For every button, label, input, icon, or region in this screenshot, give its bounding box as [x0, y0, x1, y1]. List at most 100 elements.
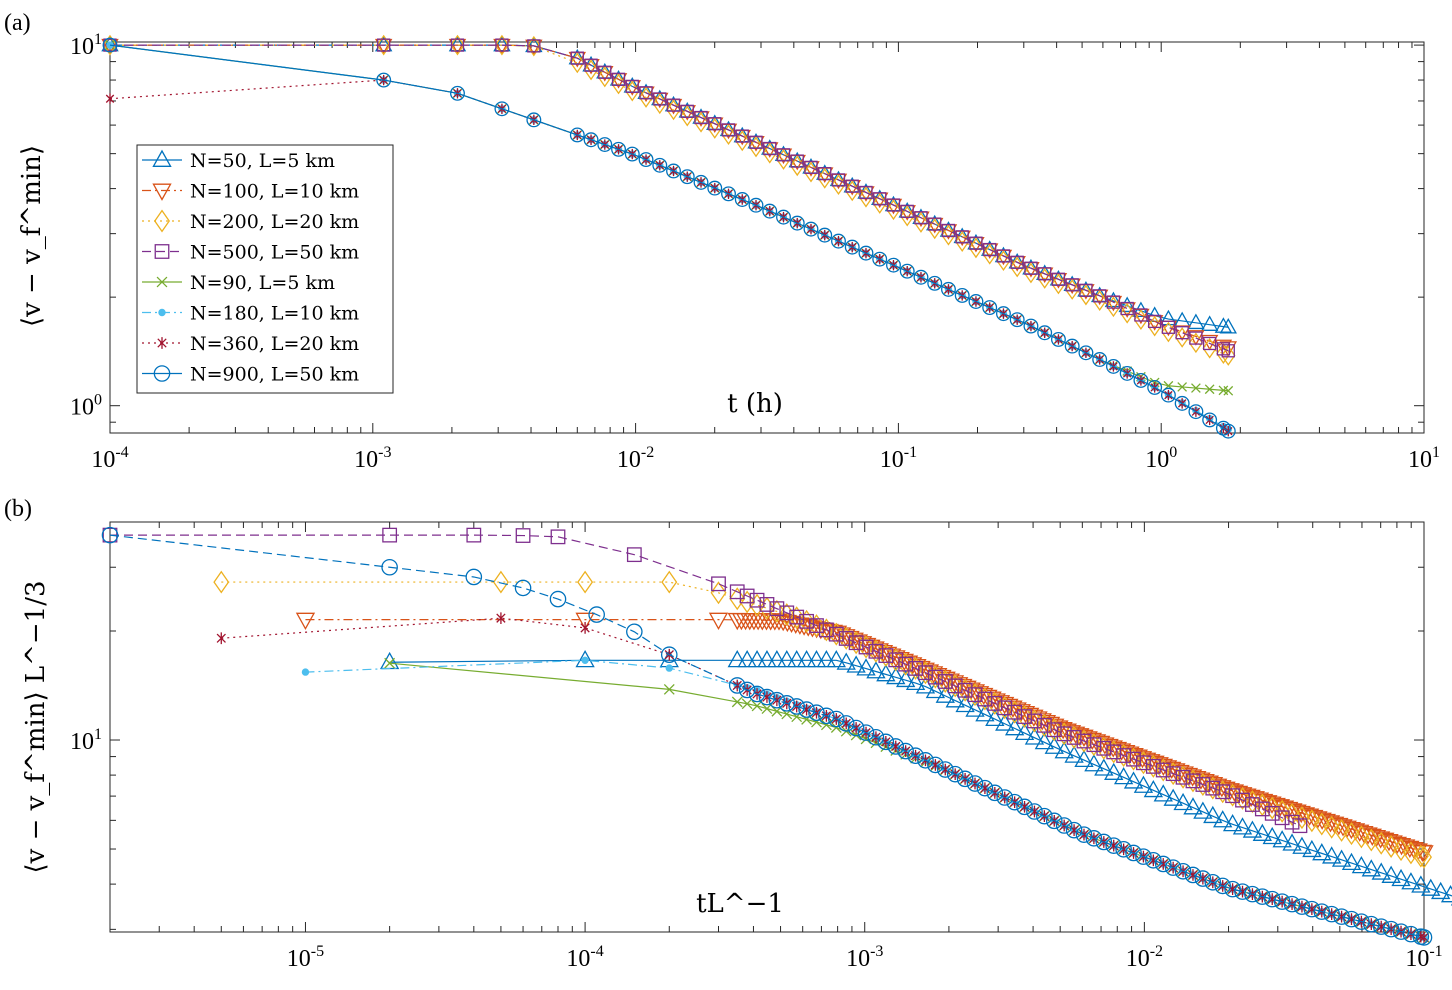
panel-b-3-marker — [1215, 784, 1231, 800]
panel-b-3-marker — [1076, 733, 1092, 749]
panel-a-3-marker — [666, 98, 681, 112]
panel-b-0-marker — [935, 685, 955, 703]
panel-a-7-marker — [748, 197, 764, 213]
panel-b-2-marker — [1393, 838, 1410, 862]
panel-a-7-marker — [982, 300, 998, 316]
panel-a-7-marker — [886, 257, 901, 273]
panel-b-2-marker — [768, 599, 785, 623]
panel-a-3-marker — [831, 173, 846, 187]
panel-a-x-tick-label: 10-2 — [617, 444, 654, 473]
panel-a-3-marker — [1051, 272, 1066, 286]
panel-b-2-marker — [1036, 713, 1053, 737]
panel-b-2-marker — [1353, 825, 1370, 849]
legend-label: N=200, L=20 km — [190, 211, 359, 233]
panel-a-3-marker — [639, 86, 653, 100]
legend-marker — [156, 276, 168, 288]
panel-b-1-marker — [575, 612, 595, 630]
panel-b-x-tick-label: 10-2 — [1126, 943, 1163, 972]
panel-b-1-marker — [1078, 731, 1098, 749]
panel-b-7-marker — [927, 756, 944, 774]
panel-a-0-marker — [1200, 315, 1219, 331]
legend-box — [136, 144, 394, 394]
panel-a-x-tick-label: 100 — [1145, 444, 1177, 473]
panel-a-7-marker — [693, 174, 709, 190]
legend-marker — [158, 308, 166, 317]
panel-b-2-marker — [1402, 841, 1419, 865]
panel-b-0-marker — [806, 649, 827, 668]
panel-a-2-marker — [748, 136, 764, 158]
panel-b-0-marker — [846, 655, 866, 673]
panel-b-2-marker — [1313, 812, 1330, 836]
panel-a-7-marker — [450, 85, 465, 101]
panel-a-3-marker — [900, 204, 914, 219]
panel-b-2-marker — [798, 609, 815, 633]
panel-b-3-marker — [819, 622, 834, 638]
panel-b-7-marker — [758, 688, 776, 706]
panel-b-7-marker — [465, 568, 483, 586]
panel-b-0-marker — [1004, 718, 1025, 736]
panel-b-1-marker — [1345, 823, 1366, 841]
panel-a-3-marker — [955, 230, 969, 244]
panel-b-0-marker — [1054, 741, 1074, 759]
panel-b-7-marker — [1194, 870, 1212, 887]
panel-b-1-marker — [295, 612, 316, 630]
panel-b-3-marker — [789, 609, 805, 625]
panel-b-2-marker — [1303, 809, 1320, 833]
panel-b-3-marker — [967, 687, 983, 703]
panel-b-3-marker — [1116, 748, 1132, 763]
panel-b-1-marker — [1295, 807, 1316, 825]
panel-a-7-marker — [872, 251, 888, 267]
panel-a-3-marker — [1161, 320, 1176, 334]
panel-b-7-marker — [1224, 880, 1241, 898]
panel-b-0-marker — [1431, 881, 1451, 900]
panel-b-0-marker — [1104, 762, 1124, 780]
panel-b-7-marker — [808, 704, 825, 722]
panel-a-3-marker — [1079, 283, 1093, 297]
panel-b-0-marker — [1401, 872, 1421, 890]
panel-b-3-marker — [1096, 740, 1112, 756]
panel-b-0-marker — [995, 713, 1015, 731]
panel-b-0-marker — [1341, 852, 1362, 871]
panel-a-7-marker — [376, 72, 392, 88]
panel-b-1-marker — [1208, 778, 1228, 796]
panel-a-4-marker — [1177, 382, 1188, 392]
panel-b-2-marker — [927, 665, 944, 689]
panel-b-3-marker — [1066, 730, 1082, 745]
panel-a-3-marker — [914, 211, 928, 225]
panel-b-1-marker — [1199, 775, 1219, 793]
panel-a-3-marker — [776, 148, 791, 162]
panel-b-2-marker — [838, 626, 855, 650]
panel-a-3-marker — [694, 110, 708, 125]
panel-a-1-marker — [1187, 330, 1205, 346]
panel-b-5-marker — [581, 656, 589, 665]
panel-b-0-marker — [955, 694, 975, 713]
panel-b-3-marker — [908, 660, 923, 676]
panel-b-7-marker — [1353, 913, 1370, 930]
panel-a-3-marker — [928, 217, 942, 231]
panel-b-1-marker — [1040, 716, 1061, 735]
panel-b-1-marker — [1396, 839, 1416, 857]
panel-b-0-marker — [767, 649, 787, 668]
panel-a-3-marker — [996, 249, 1011, 263]
panel-a-7-marker — [844, 239, 860, 255]
panel-b-0-marker — [826, 649, 846, 668]
panel-a-7-marker — [1037, 325, 1053, 341]
panel-b-0-marker — [1322, 846, 1342, 864]
panel-b-3-marker — [888, 652, 904, 668]
panel-b-3-marker — [848, 635, 864, 651]
panel-b-3-marker — [858, 639, 874, 655]
panel-b-0-marker — [1044, 736, 1064, 754]
panel-b-3-marker — [1136, 755, 1151, 771]
panel-b-7-marker — [857, 724, 875, 741]
panel-b-2-marker — [957, 678, 974, 702]
panel-b-1-marker — [1049, 720, 1069, 738]
panel-b-7-marker — [1283, 895, 1301, 913]
panel-a-3-marker — [103, 38, 117, 52]
panel-a-3-marker — [735, 129, 749, 143]
panel-a-2-marker — [1221, 345, 1236, 366]
panel-b-3-marker — [466, 527, 482, 543]
panel-b-2-marker — [661, 570, 678, 594]
panel-b-2-marker — [1343, 822, 1360, 846]
panel-b-3-marker — [898, 656, 914, 672]
panel-b-7-marker — [381, 558, 398, 576]
